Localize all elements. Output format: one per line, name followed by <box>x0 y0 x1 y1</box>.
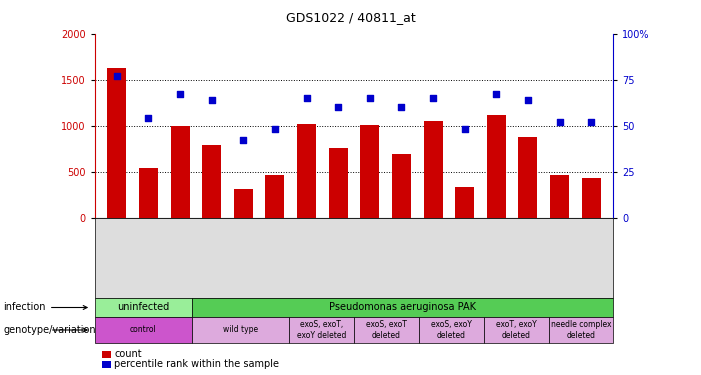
Text: control: control <box>130 326 156 334</box>
Bar <box>392 154 411 218</box>
Point <box>269 126 280 132</box>
Bar <box>455 187 474 218</box>
Bar <box>549 317 613 343</box>
Point <box>175 92 186 98</box>
Point <box>491 92 502 98</box>
Bar <box>266 175 285 217</box>
Text: exoS, exoY
deleted: exoS, exoY deleted <box>431 320 472 340</box>
Bar <box>423 121 442 218</box>
Point <box>143 115 154 121</box>
Bar <box>102 351 111 358</box>
Text: Pseudomonas aeruginosa PAK: Pseudomonas aeruginosa PAK <box>329 303 476 312</box>
Bar <box>329 148 348 217</box>
Point <box>396 104 407 110</box>
Bar <box>139 168 158 217</box>
Bar <box>170 126 189 218</box>
Point <box>206 97 217 103</box>
Bar <box>487 115 506 218</box>
Text: exoS, exoT,
exoY deleted: exoS, exoT, exoY deleted <box>297 320 346 340</box>
Bar <box>289 317 354 343</box>
Bar <box>95 317 192 343</box>
Point <box>554 119 565 125</box>
Bar <box>95 298 192 317</box>
Bar <box>419 317 484 343</box>
Point <box>522 97 533 103</box>
Bar <box>582 178 601 218</box>
Bar <box>192 298 613 317</box>
Point <box>459 126 470 132</box>
Point <box>585 119 597 125</box>
Point <box>301 95 312 101</box>
Bar <box>519 136 538 218</box>
Text: wild type: wild type <box>223 326 258 334</box>
Text: count: count <box>114 350 142 359</box>
Text: infection: infection <box>4 303 87 312</box>
Bar <box>95 217 613 298</box>
Point <box>365 95 376 101</box>
Bar <box>107 68 126 218</box>
Bar <box>102 361 111 368</box>
Point <box>332 104 343 110</box>
Point <box>111 73 123 79</box>
Text: exoS, exoT
deleted: exoS, exoT deleted <box>366 320 407 340</box>
Text: uninfected: uninfected <box>117 303 170 312</box>
Text: exoT, exoY
deleted: exoT, exoY deleted <box>496 320 536 340</box>
Bar <box>484 317 548 343</box>
Text: GDS1022 / 40811_at: GDS1022 / 40811_at <box>285 11 416 24</box>
Bar <box>550 175 569 217</box>
Text: genotype/variation: genotype/variation <box>4 325 96 335</box>
Bar <box>202 145 221 218</box>
Bar <box>234 189 253 217</box>
Text: needle complex
deleted: needle complex deleted <box>551 320 611 340</box>
Bar <box>192 317 290 343</box>
Point <box>428 95 439 101</box>
Point <box>238 137 249 143</box>
Bar <box>360 125 379 218</box>
Bar <box>354 317 419 343</box>
Text: percentile rank within the sample: percentile rank within the sample <box>114 359 279 369</box>
Bar <box>297 124 316 218</box>
